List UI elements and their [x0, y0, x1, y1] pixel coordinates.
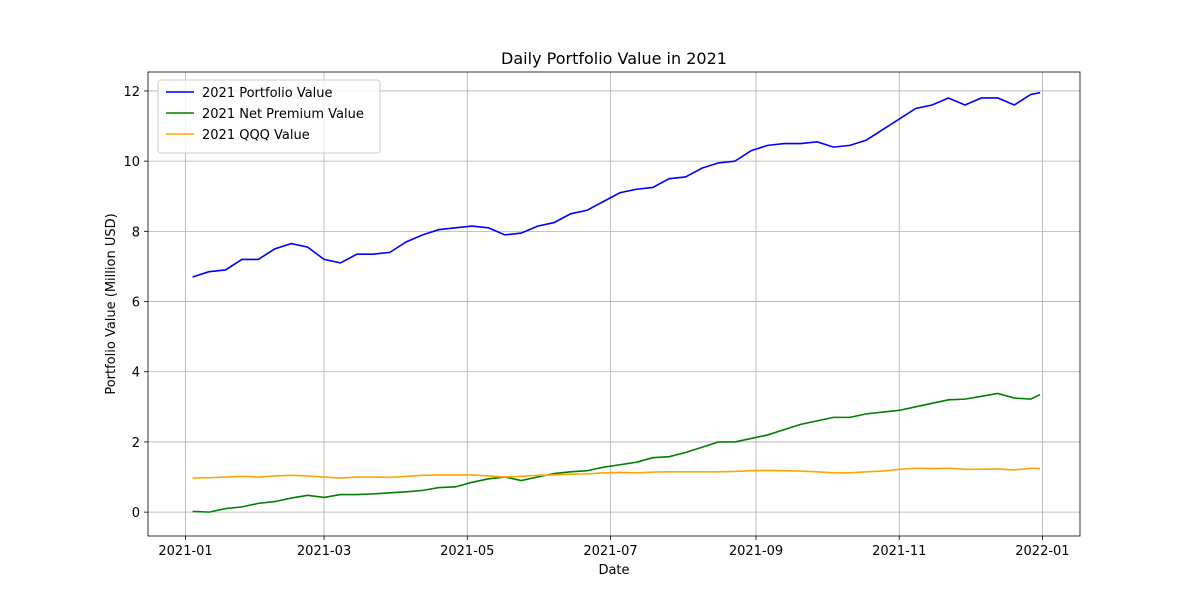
- x-tick-label: 2021-01: [158, 544, 212, 559]
- legend-box: [157, 79, 381, 154]
- y-tick-label: 2: [132, 436, 140, 451]
- y-tick-label: 8: [132, 225, 140, 240]
- y-tick-label: 4: [132, 366, 140, 381]
- x-tick-label: 2021-09: [729, 544, 783, 559]
- legend: 2021 Portfolio Value 2021 Net Premium Val…: [157, 79, 381, 154]
- legend-label: 2021 Portfolio Value: [202, 86, 333, 101]
- y-tick-label: 6: [132, 296, 140, 311]
- x-tick-label: 2021-11: [872, 544, 926, 559]
- x-tick-label: 2021-07: [583, 544, 637, 559]
- line-series: [192, 467, 1041, 479]
- y-tick-label: 10: [123, 155, 140, 170]
- legend-label: 2021 QQQ Value: [202, 128, 310, 143]
- x-tick-label: 2021-03: [297, 544, 351, 559]
- chart-title: Daily Portfolio Value in 2021: [501, 49, 727, 68]
- x-tick-label: 2022-01: [1015, 544, 1069, 559]
- x-axis-label: Date: [598, 563, 629, 578]
- line-series: [192, 392, 1041, 513]
- y-tick-label: 0: [132, 506, 140, 521]
- plot-frame: [147, 71, 1081, 537]
- y-tick-label: 12: [123, 85, 140, 100]
- x-tick-label: 2021-05: [440, 544, 494, 559]
- legend-label: 2021 Net Premium Value: [202, 107, 364, 122]
- line-series: [192, 91, 1041, 278]
- y-axis-label: Portfolio Value (Million USD): [104, 213, 119, 394]
